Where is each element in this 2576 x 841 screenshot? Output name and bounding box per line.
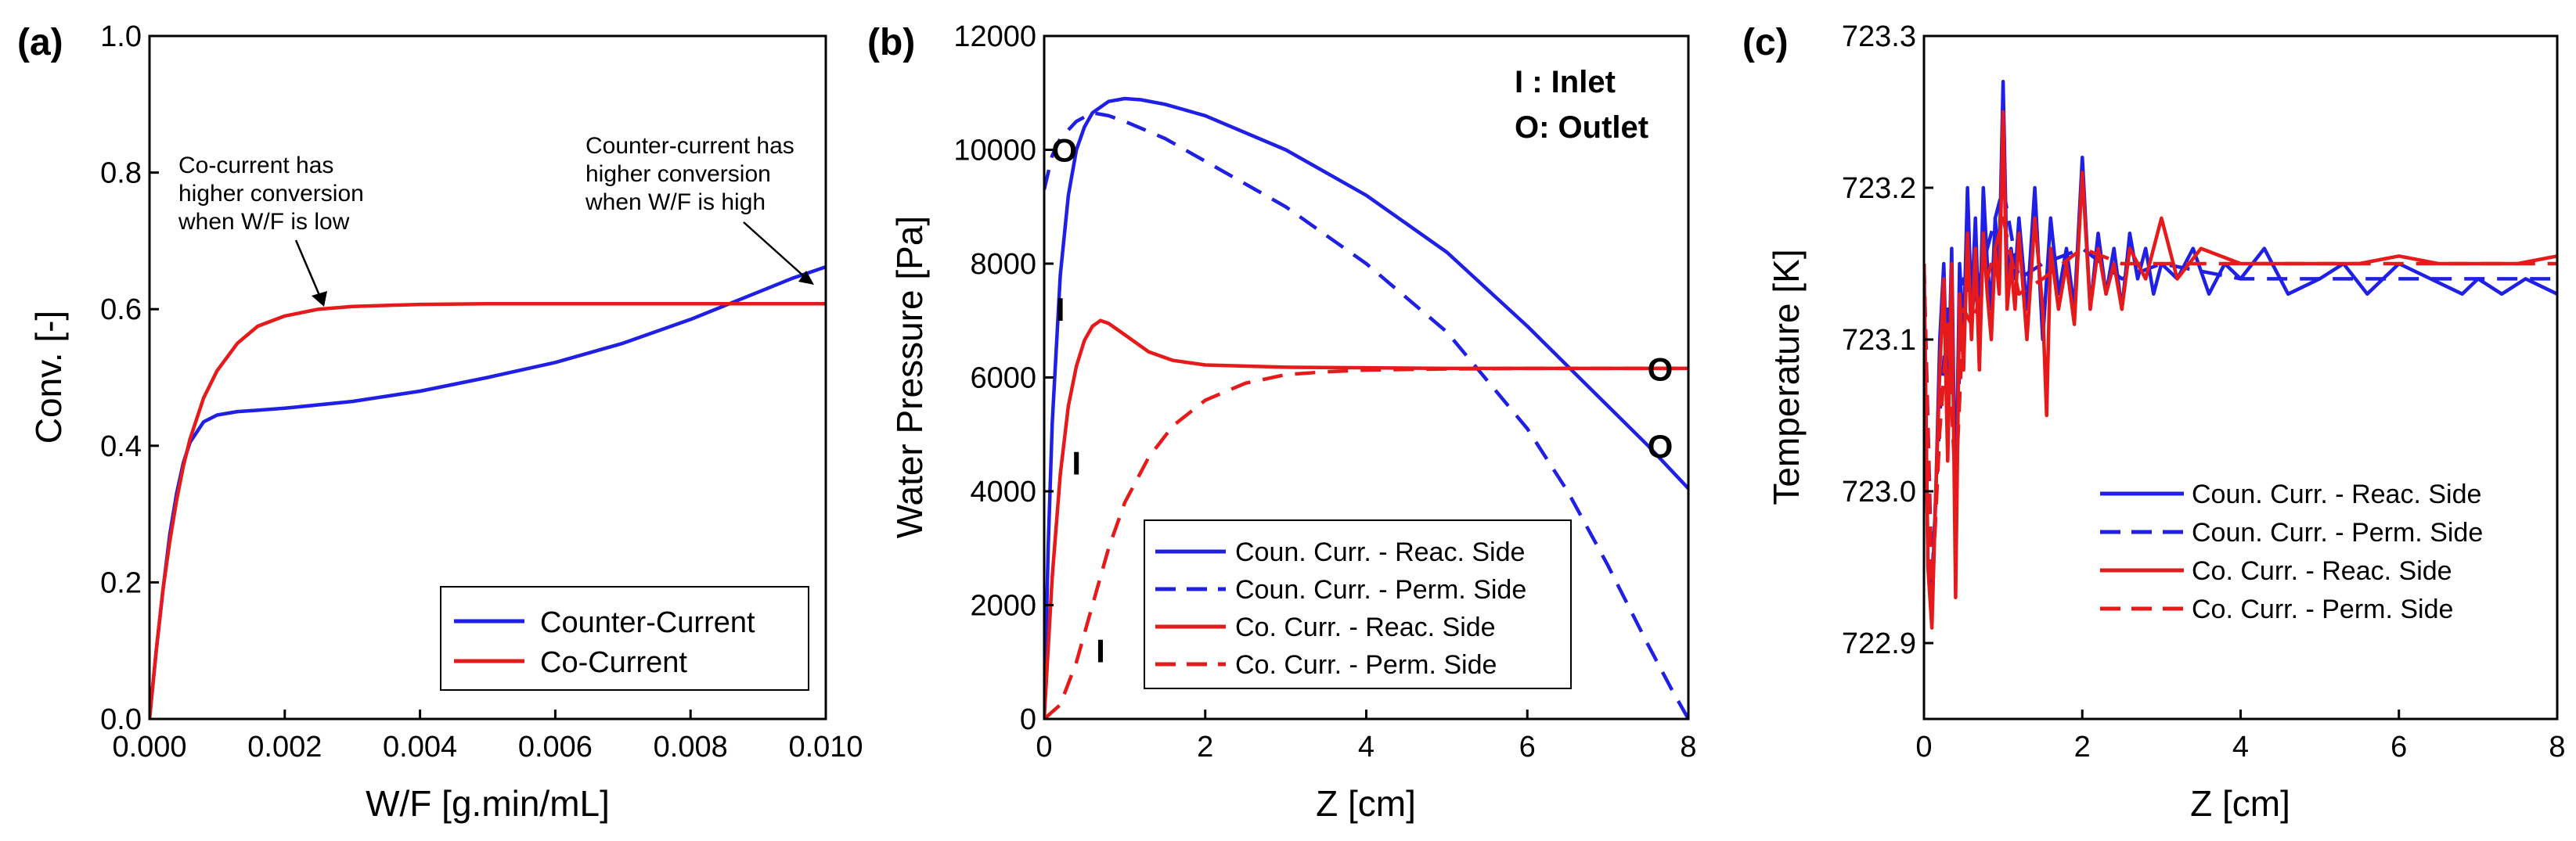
y-tick-label: 0.8 bbox=[100, 157, 142, 190]
x-tick-label: 0 bbox=[1915, 731, 1932, 764]
panel-b-ylabel: Water Pressure [Pa] bbox=[889, 216, 930, 538]
series-line-0-1 bbox=[150, 301, 826, 719]
series-line-1-3 bbox=[1044, 366, 1688, 719]
x-tick-label: 6 bbox=[2390, 731, 2407, 764]
io-legend-inlet: I : Inlet bbox=[1515, 65, 1616, 99]
y-tick-label: 0.6 bbox=[100, 293, 142, 326]
inlet-marker: I bbox=[1072, 445, 1081, 482]
panel-c-legend: Coun. Curr. - Reac. Side Coun. Curr. - P… bbox=[2090, 462, 2535, 685]
panel-a-xlabel: W/F [g.min/mL] bbox=[366, 783, 610, 824]
y-tick-label: 723.3 bbox=[1842, 20, 1916, 53]
annotation-counter-current: Counter-current has higher conversion wh… bbox=[585, 133, 814, 285]
y-tick-label: 0.4 bbox=[100, 430, 142, 463]
annotation-arrow bbox=[294, 239, 322, 300]
x-tick-label: 0.002 bbox=[247, 731, 322, 764]
x-tick-label: 0.010 bbox=[788, 731, 863, 764]
legend-label: Co. Curr. - Reac. Side bbox=[1235, 613, 1496, 642]
panel-c-xlabel: Z [cm] bbox=[2190, 783, 2290, 824]
series-line-1-1 bbox=[1044, 110, 1688, 719]
x-tick-label: 0 bbox=[1036, 731, 1052, 764]
annotation-line: higher conversion bbox=[178, 181, 364, 207]
y-tick-label: 1.0 bbox=[100, 20, 142, 53]
legend-label: Coun. Curr. - Reac. Side bbox=[2192, 480, 2481, 509]
panel-a: (a) 0.000 0.002 0.004 0.006 0.008 0.010 0.0 0.2… bbox=[17, 20, 863, 824]
x-tick-label: 6 bbox=[1519, 731, 1536, 764]
legend-label: Co-Current bbox=[540, 646, 687, 679]
legend-label: Co. Curr. - Perm. Side bbox=[2192, 595, 2453, 624]
y-tick-label: 0.0 bbox=[100, 703, 142, 736]
y-tick-label: 0 bbox=[1020, 703, 1036, 736]
legend-label: Co. Curr. - Perm. Side bbox=[1235, 650, 1497, 680]
panel-a-legend: Counter-Current Co-Current bbox=[440, 586, 809, 691]
legend-label: Co. Curr. - Reac. Side bbox=[2192, 556, 2452, 586]
panel-b-label: (b) bbox=[867, 22, 915, 63]
annotation-line: when W/F is high bbox=[585, 189, 766, 215]
series-line-2-3 bbox=[1924, 216, 2557, 600]
legend-label: Coun. Curr. - Perm. Side bbox=[1235, 575, 1526, 605]
series-line-2-1 bbox=[1924, 185, 2557, 584]
y-tick-label: 0.2 bbox=[100, 566, 142, 599]
panel-c-ylabel: Temperature [K] bbox=[1766, 249, 1807, 505]
x-tick-label: 2 bbox=[2074, 731, 2091, 764]
y-tick-label: 723.2 bbox=[1842, 172, 1916, 205]
y-tick-label: 6000 bbox=[970, 362, 1036, 395]
x-tick-label: 0.006 bbox=[518, 731, 593, 764]
panel-b-legend: Coun. Curr. - Reac. Side Coun. Curr. - P… bbox=[1144, 519, 1572, 689]
x-tick-label: 2 bbox=[1197, 731, 1213, 764]
panel-a-ylabel: Conv. [-] bbox=[28, 311, 69, 444]
outlet-marker: O bbox=[1051, 132, 1077, 169]
y-tick-label: 12000 bbox=[953, 20, 1036, 53]
x-tick-label: 4 bbox=[1358, 731, 1374, 764]
x-tick-label: 0.000 bbox=[112, 731, 186, 764]
x-tick-label: 0.008 bbox=[654, 731, 728, 764]
legend-label: Coun. Curr. - Reac. Side bbox=[1235, 537, 1525, 567]
io-legend-outlet: O: Outlet bbox=[1515, 110, 1648, 145]
annotation-line: Co-current has bbox=[178, 153, 333, 178]
series-line-1-2 bbox=[1044, 318, 1688, 719]
legend-box bbox=[2090, 462, 2535, 685]
inlet-marker: I bbox=[1096, 633, 1105, 670]
inlet-marker: I bbox=[1056, 291, 1065, 328]
x-tick-label: 0.004 bbox=[383, 731, 457, 764]
annotation-line: when W/F is low bbox=[178, 209, 350, 235]
y-tick-label: 10000 bbox=[953, 135, 1036, 167]
legend-box bbox=[440, 586, 809, 691]
arrow-head-icon bbox=[798, 271, 814, 285]
y-tick-label: 722.9 bbox=[1842, 627, 1916, 660]
arrow-head-icon bbox=[312, 291, 327, 307]
panel-a-label: (a) bbox=[17, 22, 63, 63]
legend-label: Counter-Current bbox=[540, 606, 755, 639]
y-tick-label: 723.0 bbox=[1842, 476, 1916, 509]
y-tick-label: 8000 bbox=[970, 248, 1036, 281]
panel-c-label: (c) bbox=[1742, 22, 1789, 63]
y-tick-label: 723.1 bbox=[1842, 324, 1916, 357]
y-tick-label: 4000 bbox=[970, 476, 1036, 509]
annotation-co-current: Co-current has higher conversion when W/… bbox=[178, 153, 364, 307]
x-tick-label: 4 bbox=[2232, 731, 2249, 764]
x-tick-label: 8 bbox=[2549, 731, 2565, 764]
x-tick-label: 8 bbox=[1680, 731, 1696, 764]
series-line-1-0 bbox=[1044, 96, 1688, 719]
annotation-line: Counter-current has bbox=[585, 133, 794, 159]
legend-label: Coun. Curr. - Perm. Side bbox=[2192, 518, 2483, 548]
panel-b-xlabel: Z [cm] bbox=[1316, 783, 1416, 824]
outlet-marker: O bbox=[1648, 351, 1673, 388]
legend-box bbox=[1144, 519, 1572, 689]
annotation-line: higher conversion bbox=[585, 161, 771, 187]
annotation-arrow bbox=[743, 221, 805, 278]
panel-c: (c) 0 2 4 6 8 722.9 723.0 723.1 723.2 723.3 Z [cm… bbox=[1742, 20, 2566, 824]
y-tick-label: 2000 bbox=[970, 590, 1036, 623]
panel-a-frame bbox=[148, 34, 827, 721]
outlet-marker: O bbox=[1648, 428, 1673, 465]
panel-b: (b) 0 2 4 6 8 0 2000 4000 6000 8000 10000 12000 O I I… bbox=[867, 20, 1697, 824]
